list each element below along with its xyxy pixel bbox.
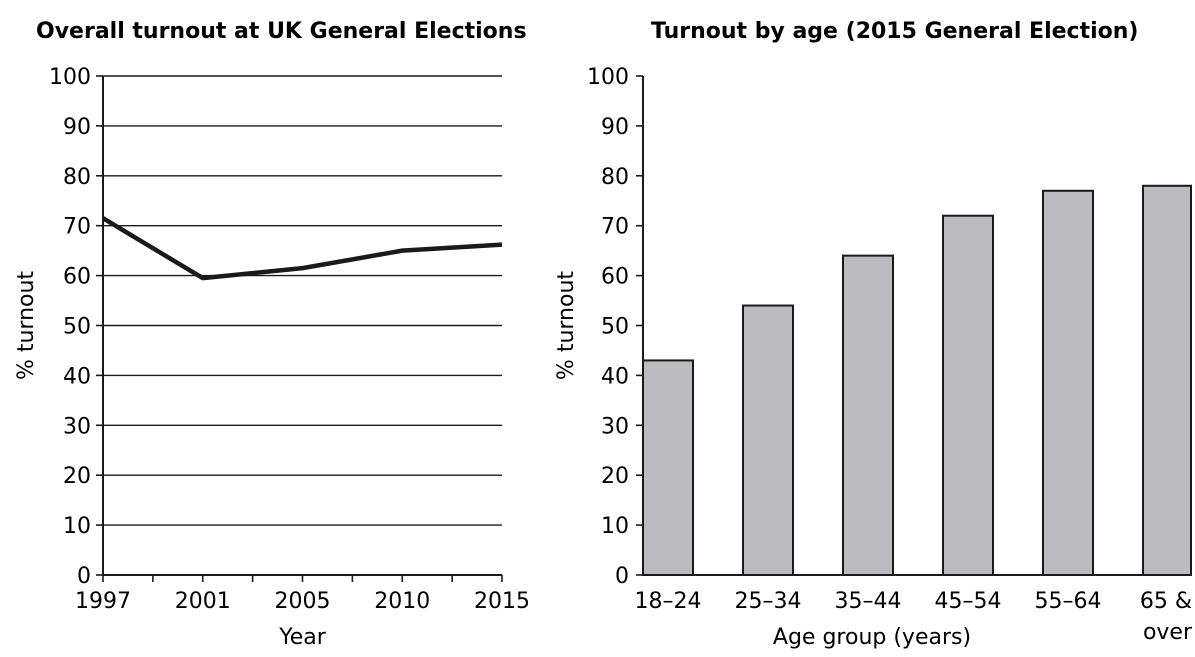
line-chart: 0 10 20 30 40 50 60 70 80 90 100 1997 2001 2005 2010 20…	[14, 65, 530, 650]
y-tick-label: 100	[49, 65, 91, 90]
bar	[642, 359, 694, 576]
bar	[842, 254, 894, 576]
bar-chart-title: Turnout by age (2015 General Election)	[651, 19, 1138, 44]
x-tick-label: 25–34	[735, 589, 802, 614]
y-tick-label: 100	[587, 65, 629, 90]
y-tick-label: 40	[601, 364, 629, 389]
y-tick-label: 40	[63, 364, 91, 389]
x-axis-label: Year	[278, 625, 327, 650]
bar-chart: 0 10 20 30 40 50 60 70 80 90 100 18–24 25–34 35–44 45–…	[554, 65, 1193, 650]
y-tick-label: 50	[63, 315, 91, 340]
line-chart-title: Overall turnout at UK General Elections	[36, 19, 527, 44]
y-tick-label: 10	[63, 514, 91, 539]
y-tick-label: 50	[601, 315, 629, 340]
bar	[742, 304, 794, 576]
x-tick-label: 1997	[75, 589, 131, 614]
x-tick-label: 55–64	[1035, 589, 1102, 614]
x-tick-label: over	[1143, 620, 1193, 645]
x-axis-label: Age group (years)	[773, 625, 971, 650]
x-tick-label: 35–44	[835, 589, 902, 614]
y-axis-label: % turnout	[14, 271, 39, 380]
y-tick-label: 0	[615, 564, 629, 589]
x-tick-label: 45–54	[935, 589, 1002, 614]
y-tick-label: 20	[63, 464, 91, 489]
bar	[1042, 189, 1094, 577]
y-tick-label: 30	[63, 414, 91, 439]
y-tick-label: 10	[601, 514, 629, 539]
y-tick-label: 90	[601, 115, 629, 140]
bar	[942, 214, 994, 576]
y-tick-label: 80	[63, 165, 91, 190]
y-tick-label: 80	[601, 165, 629, 190]
x-tick-label: 2010	[374, 589, 430, 614]
y-tick-label: 70	[601, 215, 629, 240]
y-tick-label: 90	[63, 115, 91, 140]
y-tick-label: 30	[601, 414, 629, 439]
x-tick-label: 18–24	[635, 589, 702, 614]
x-tick-label: 65 &	[1140, 589, 1192, 614]
y-axis-label: % turnout	[554, 271, 579, 380]
x-tick-label: 2001	[175, 589, 231, 614]
x-tick-label: 2015	[474, 589, 530, 614]
y-tick-label: 60	[601, 265, 629, 290]
x-tick-label: 2005	[275, 589, 331, 614]
bar	[1142, 184, 1192, 576]
y-tick-label: 70	[63, 215, 91, 240]
y-tick-label: 20	[601, 464, 629, 489]
y-tick-label: 0	[77, 564, 91, 589]
y-tick-label: 60	[63, 265, 91, 290]
turnout-line	[101, 216, 503, 281]
